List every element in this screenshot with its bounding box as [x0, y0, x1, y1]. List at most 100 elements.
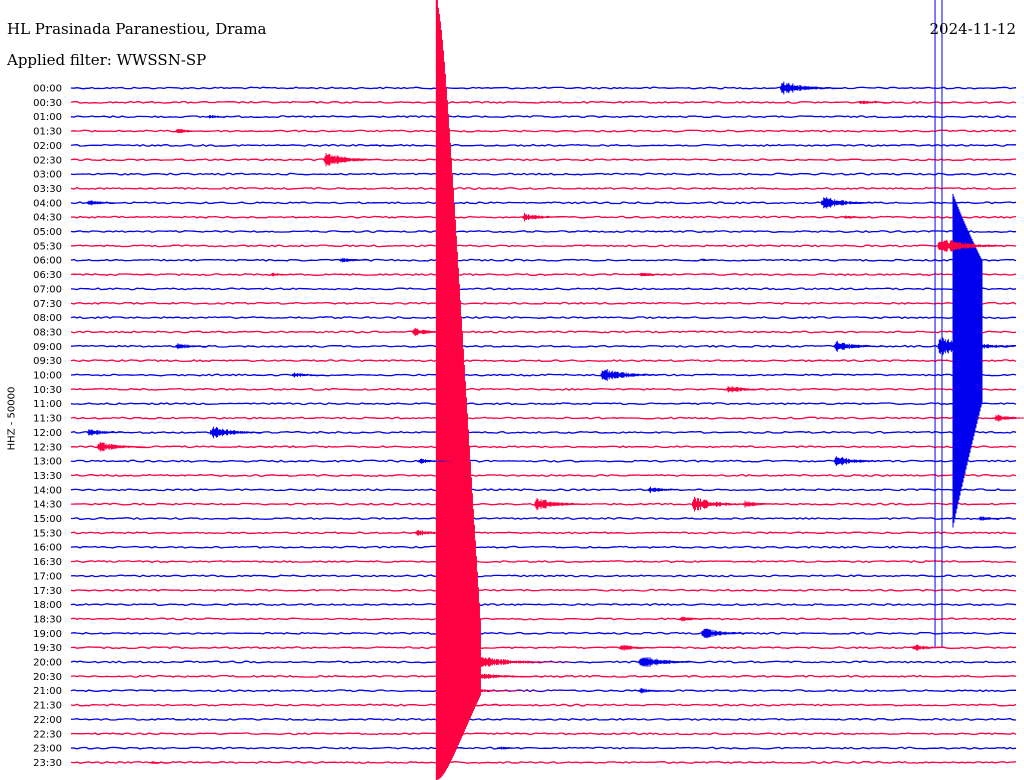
event-burst: [912, 644, 950, 651]
tick-label: 01:30: [33, 127, 62, 138]
trace-line: [70, 373, 1017, 377]
event-burst: [292, 372, 325, 378]
tick-label: 08:30: [33, 327, 62, 338]
tick-label: 13:00: [33, 457, 62, 468]
channel-axis-label: HHZ - 50000: [6, 386, 18, 451]
trace-line: [70, 545, 1017, 549]
event-burst: [87, 429, 129, 436]
trace-line: [70, 732, 1017, 736]
tick-label: 02:30: [33, 155, 62, 166]
tick-label: 11:30: [33, 414, 62, 425]
tick-label: 13:30: [33, 471, 62, 482]
tick-label: 07:00: [33, 284, 62, 295]
trace-line: [70, 172, 1017, 176]
event-burst: [175, 343, 213, 350]
event-burst: [96, 441, 146, 452]
trace-line: [70, 488, 1017, 492]
trace-line: [70, 703, 1017, 707]
time-tick-labels: 00:00 00:30 01:00 01:30 02:00 02:30 03:00 03:30…: [33, 84, 62, 769]
tick-label: 12:00: [33, 428, 62, 439]
trace-line: [70, 100, 1017, 104]
event-burst: [534, 498, 588, 511]
trace-line: [70, 301, 1017, 305]
trace-line: [70, 516, 1017, 521]
tick-label: 22:30: [33, 729, 62, 740]
event-burst: [175, 128, 209, 134]
trace-line: [70, 445, 1017, 449]
event-burst: [638, 272, 672, 277]
event-burst: [978, 516, 1012, 521]
event-burst: [726, 386, 768, 393]
tick-label: 16:30: [33, 557, 62, 568]
trace-line: [70, 603, 1017, 607]
event-burst: [937, 239, 1003, 252]
event-burst: [87, 200, 125, 206]
trace-line: [70, 143, 1016, 147]
event-burst: [210, 426, 264, 439]
event-burst: [994, 414, 1024, 422]
event-burst: [742, 500, 780, 508]
trace-line: [70, 402, 1017, 406]
trace-line: [70, 86, 1017, 90]
tick-label: 09:00: [33, 342, 62, 353]
event-burst: [780, 81, 838, 95]
trace-line: [70, 646, 1017, 650]
tick-label: 03:00: [33, 170, 62, 181]
trace-line: [70, 746, 1017, 750]
event-burst: [370, 144, 394, 147]
tick-label: 19:30: [33, 643, 62, 654]
event-burst: [821, 197, 875, 209]
trace-line: [70, 717, 1017, 721]
station-title: HL Prasinada Paranestiou, Drama: [7, 20, 267, 38]
tick-label: 23:00: [33, 744, 62, 755]
tick-label: 09:30: [33, 356, 62, 367]
tick-label: 18:00: [33, 600, 62, 611]
trace-line: [70, 387, 1017, 391]
event-burst: [647, 486, 685, 494]
event-burst: [414, 530, 452, 536]
tick-label: 16:00: [33, 543, 62, 554]
quake-coda: [480, 704, 571, 706]
event-burst: [619, 644, 657, 651]
tick-label: 05:00: [33, 227, 62, 238]
tick-label: 17:00: [33, 571, 62, 582]
quake-coda: [480, 689, 571, 693]
event-burst: [522, 212, 563, 222]
trace-line: [70, 287, 1017, 291]
tick-label: 04:00: [33, 198, 62, 209]
trace-line: [70, 531, 1017, 535]
event-burst: [269, 272, 299, 277]
tick-label: 00:30: [33, 98, 62, 109]
quake-coda: [480, 657, 571, 667]
trace-line: [70, 617, 1017, 621]
event-burst: [701, 259, 727, 262]
event-burst: [418, 458, 451, 464]
event-burst: [496, 746, 526, 750]
tick-label: 06:00: [33, 256, 62, 267]
trace-lines: [70, 86, 1017, 764]
tick-label: 14:00: [33, 485, 62, 496]
event-burst: [150, 761, 176, 764]
tick-label: 15:30: [33, 528, 62, 539]
trace-line: [70, 230, 1016, 233]
tick-label: 18:30: [33, 614, 62, 625]
trace-line: [70, 258, 1017, 262]
event-burst: [833, 456, 883, 466]
tick-label: 05:30: [33, 241, 62, 252]
tick-label: 01:00: [33, 112, 62, 123]
tick-label: 02:00: [33, 141, 62, 152]
trace-line: [71, 474, 1017, 477]
tick-label: 22:00: [33, 715, 62, 726]
event-burst: [323, 153, 381, 167]
tick-label: 17:30: [33, 586, 62, 597]
event-burst: [937, 336, 1015, 356]
event-burst: [638, 657, 696, 667]
event-burst: [833, 340, 883, 352]
quake-coda: [480, 673, 571, 679]
event-burst: [411, 327, 453, 336]
trace-line: [70, 689, 1016, 693]
tick-label: 12:30: [33, 442, 62, 453]
tick-label: 15:00: [33, 514, 62, 525]
tick-label: 08:00: [33, 313, 62, 324]
